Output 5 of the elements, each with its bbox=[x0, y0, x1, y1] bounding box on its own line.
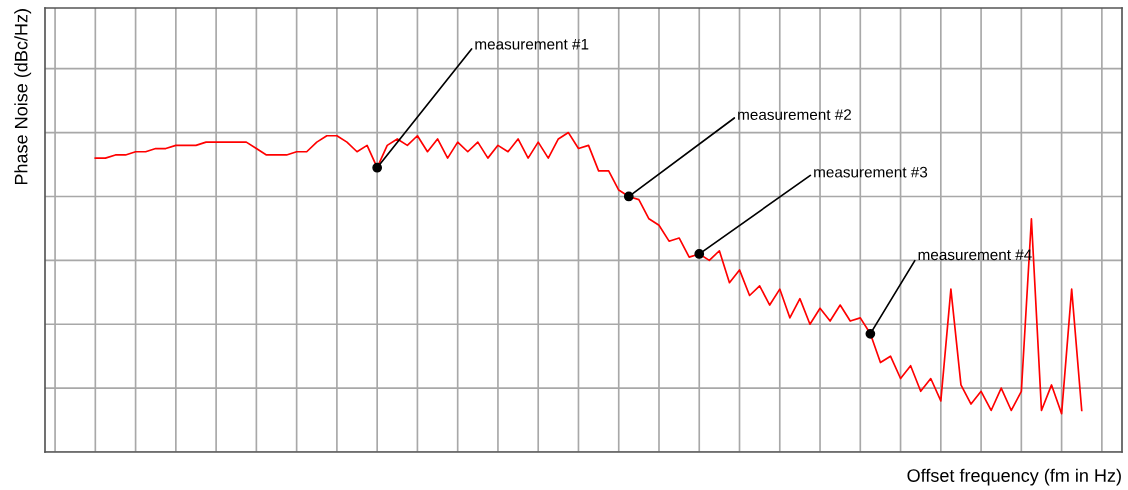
y-axis-title: Phase Noise (dBc/Hz) bbox=[14, 9, 32, 185]
text: measurement #1 bbox=[475, 38, 589, 50]
annotation: measurement #3 bbox=[814, 166, 928, 178]
text: measurement #2 bbox=[738, 109, 851, 121]
x-axis-title: Offset frequency (fm in Hz) bbox=[907, 468, 1121, 486]
